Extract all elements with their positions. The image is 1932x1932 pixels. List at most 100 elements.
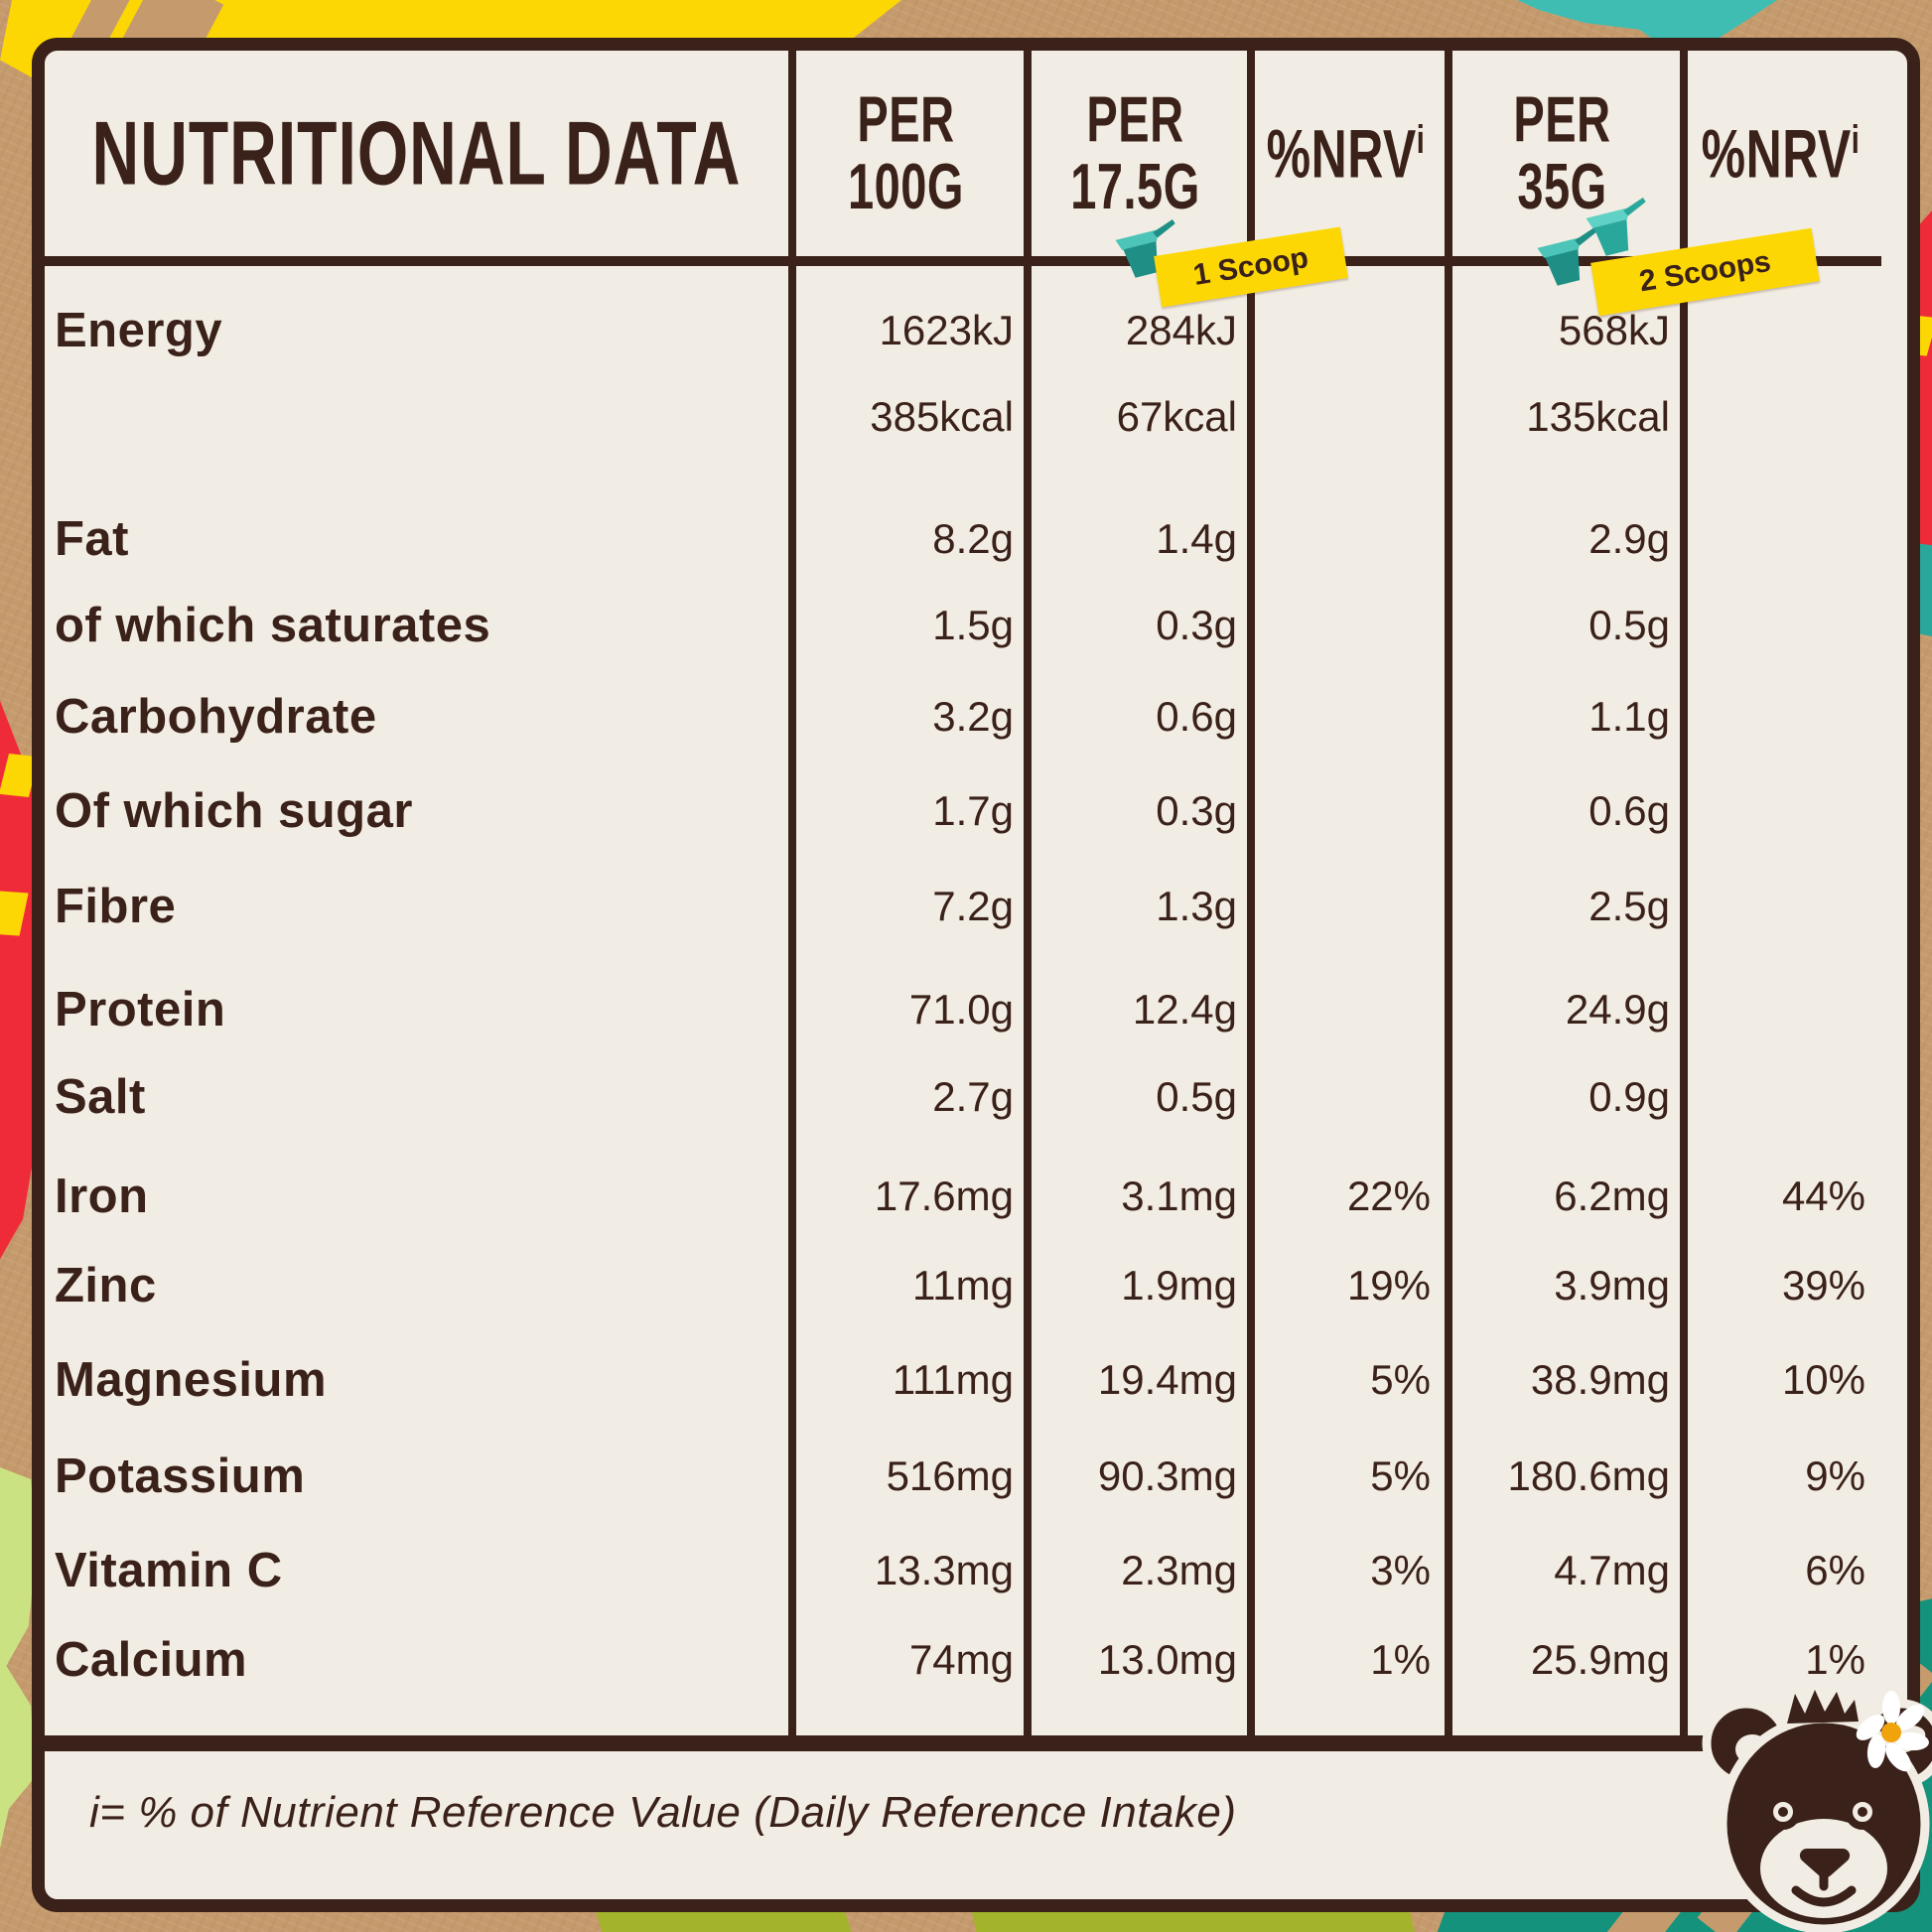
- value-per-17-5g: 19.4mg: [1097, 1356, 1237, 1403]
- value-per-17-5g: 0.5g: [1156, 1073, 1237, 1120]
- column-header-per-35g: PER 35G: [1513, 81, 1611, 222]
- value-nrv-1scoop: 3%: [1370, 1547, 1431, 1593]
- value-nrv-1scoop: 5%: [1370, 1356, 1431, 1403]
- column-divider: [1445, 51, 1452, 1735]
- value-per-100g: 2.7g: [932, 1073, 1014, 1120]
- value-per-17-5g: 1.9mg: [1121, 1262, 1237, 1309]
- value-per-100g: 3.2g: [932, 693, 1014, 740]
- table-row: Magnesium 111mg 19.4mg 5% 38.9mg 10%: [45, 1348, 1881, 1412]
- table-row: Vitamin C 13.3mg 2.3mg 3% 4.7mg 6%: [45, 1539, 1881, 1602]
- value-nrv-2scoops: 9%: [1805, 1452, 1865, 1499]
- table-body: Energy 1623kJ 284kJ 568kJ 385kcal 67kcal…: [45, 51, 1881, 1735]
- value-nrv-2scoops: 10%: [1781, 1356, 1865, 1403]
- table-row: of which saturates 1.5g 0.3g 0.5g: [45, 594, 1881, 657]
- value-nrv-1scoop: [1247, 385, 1431, 449]
- value-nrv-1scoop: [1247, 507, 1431, 571]
- value-nrv-2scoops: [1680, 1065, 1865, 1129]
- value-per-35g: 1.1g: [1588, 693, 1670, 740]
- value-per-35g: 38.9mg: [1530, 1356, 1670, 1403]
- value-per-100g: 8.2g: [932, 515, 1014, 562]
- table-row: Protein 71.0g 12.4g 24.9g: [45, 978, 1881, 1041]
- value-nrv-2scoops: [1680, 385, 1865, 449]
- value-per-100g: 13.3mg: [874, 1547, 1014, 1593]
- value-per-100g: 11mg: [912, 1262, 1014, 1309]
- nutrient-label: Salt: [55, 1070, 146, 1124]
- nutrient-label: Magnesium: [55, 1353, 328, 1407]
- value-nrv-1scoop: 19%: [1346, 1262, 1431, 1309]
- value-per-35g: 24.9g: [1565, 986, 1670, 1033]
- value-per-17-5g: 1.4g: [1156, 515, 1237, 562]
- column-header-per-100g: PER 100G: [848, 81, 964, 222]
- scoop-cup-icon: [1573, 188, 1657, 267]
- value-nrv-1scoop: [1247, 1065, 1431, 1129]
- table-row: Salt 2.7g 0.5g 0.9g: [45, 1065, 1881, 1129]
- nutrient-label: [55, 385, 779, 449]
- value-nrv-2scoops: [1680, 685, 1865, 749]
- nutrient-label: Protein: [55, 983, 226, 1036]
- scoop-cup-icon: [1102, 209, 1186, 289]
- value-nrv-1scoop: [1247, 594, 1431, 657]
- value-per-17-5g: 0.6g: [1156, 693, 1237, 740]
- value-per-35g: 6.2mg: [1554, 1173, 1670, 1219]
- table-title: NUTRITIONAL DATA: [91, 102, 742, 205]
- nutrient-label: Carbohydrate: [55, 690, 377, 744]
- value-per-17-5g: 12.4g: [1132, 986, 1237, 1033]
- table-row: Calcium 74mg 13.0mg 1% 25.9mg 1%: [45, 1628, 1881, 1692]
- column-header-nrv-1scoop: %NRVi: [1266, 114, 1426, 193]
- value-nrv-1scoop: [1247, 978, 1431, 1041]
- value-per-35g: 180.6mg: [1507, 1452, 1670, 1499]
- value-nrv-2scoops: [1680, 875, 1865, 938]
- value-nrv-2scoops: [1680, 507, 1865, 571]
- value-per-35g: 568kJ: [1558, 307, 1670, 353]
- value-nrv-2scoops: [1680, 299, 1865, 362]
- value-per-100g: 17.6mg: [874, 1173, 1014, 1219]
- value-per-17-5g: 1.3g: [1156, 883, 1237, 929]
- value-per-100g: 1623kJ: [879, 307, 1014, 353]
- value-per-17-5g: 0.3g: [1156, 602, 1237, 648]
- nutrient-label: Energy: [55, 304, 223, 357]
- table-row: Zinc 11mg 1.9mg 19% 3.9mg 39%: [45, 1254, 1881, 1317]
- value-per-35g: 135kcal: [1526, 393, 1670, 440]
- value-nrv-2scoops: [1680, 779, 1865, 843]
- nutrient-label: Of which sugar: [55, 784, 413, 838]
- nutrient-label: Fibre: [55, 880, 177, 933]
- value-per-100g: 385kcal: [870, 393, 1014, 440]
- nutrient-label: of which saturates: [55, 599, 491, 652]
- value-per-17-5g: 3.1mg: [1121, 1173, 1237, 1219]
- column-divider: [1024, 51, 1032, 1735]
- value-nrv-2scoops: [1680, 978, 1865, 1041]
- header-separator: [45, 256, 1881, 266]
- column-divider: [1680, 51, 1688, 1735]
- value-per-100g: 7.2g: [932, 883, 1014, 929]
- value-per-17-5g: 284kJ: [1125, 307, 1237, 353]
- value-per-17-5g: 67kcal: [1116, 393, 1237, 440]
- value-nrv-1scoop: [1247, 685, 1431, 749]
- table-row: Of which sugar 1.7g 0.3g 0.6g: [45, 779, 1881, 843]
- value-per-35g: 25.9mg: [1530, 1636, 1670, 1683]
- footer-separator: [45, 1735, 1881, 1751]
- value-per-100g: 1.7g: [932, 787, 1014, 834]
- value-per-35g: 2.5g: [1588, 883, 1670, 929]
- value-nrv-2scoops: 1%: [1805, 1636, 1865, 1683]
- value-per-35g: 0.5g: [1588, 602, 1670, 648]
- table-row: Energy 1623kJ 284kJ 568kJ: [45, 299, 1881, 362]
- value-nrv-2scoops: [1680, 594, 1865, 657]
- column-divider: [1247, 51, 1255, 1735]
- value-nrv-2scoops: 39%: [1781, 1262, 1865, 1309]
- value-nrv-1scoop: [1247, 875, 1431, 938]
- value-nrv-1scoop: [1247, 299, 1431, 362]
- nutrient-label: Iron: [55, 1170, 149, 1223]
- table-row: Fat 8.2g 1.4g 2.9g: [45, 507, 1881, 571]
- value-per-35g: 3.9mg: [1554, 1262, 1670, 1309]
- table-row: Potassium 516mg 90.3mg 5% 180.6mg 9%: [45, 1445, 1881, 1508]
- scoop-cup-icon: [1524, 217, 1608, 297]
- value-per-100g: 74mg: [908, 1636, 1014, 1683]
- daisy-icon: [1856, 1691, 1929, 1772]
- column-divider: [788, 51, 796, 1735]
- nutrient-label: Potassium: [55, 1449, 306, 1503]
- value-nrv-1scoop: 1%: [1370, 1636, 1431, 1683]
- value-per-100g: 71.0g: [908, 986, 1014, 1033]
- value-per-35g: 4.7mg: [1554, 1547, 1670, 1593]
- value-per-17-5g: 2.3mg: [1121, 1547, 1237, 1593]
